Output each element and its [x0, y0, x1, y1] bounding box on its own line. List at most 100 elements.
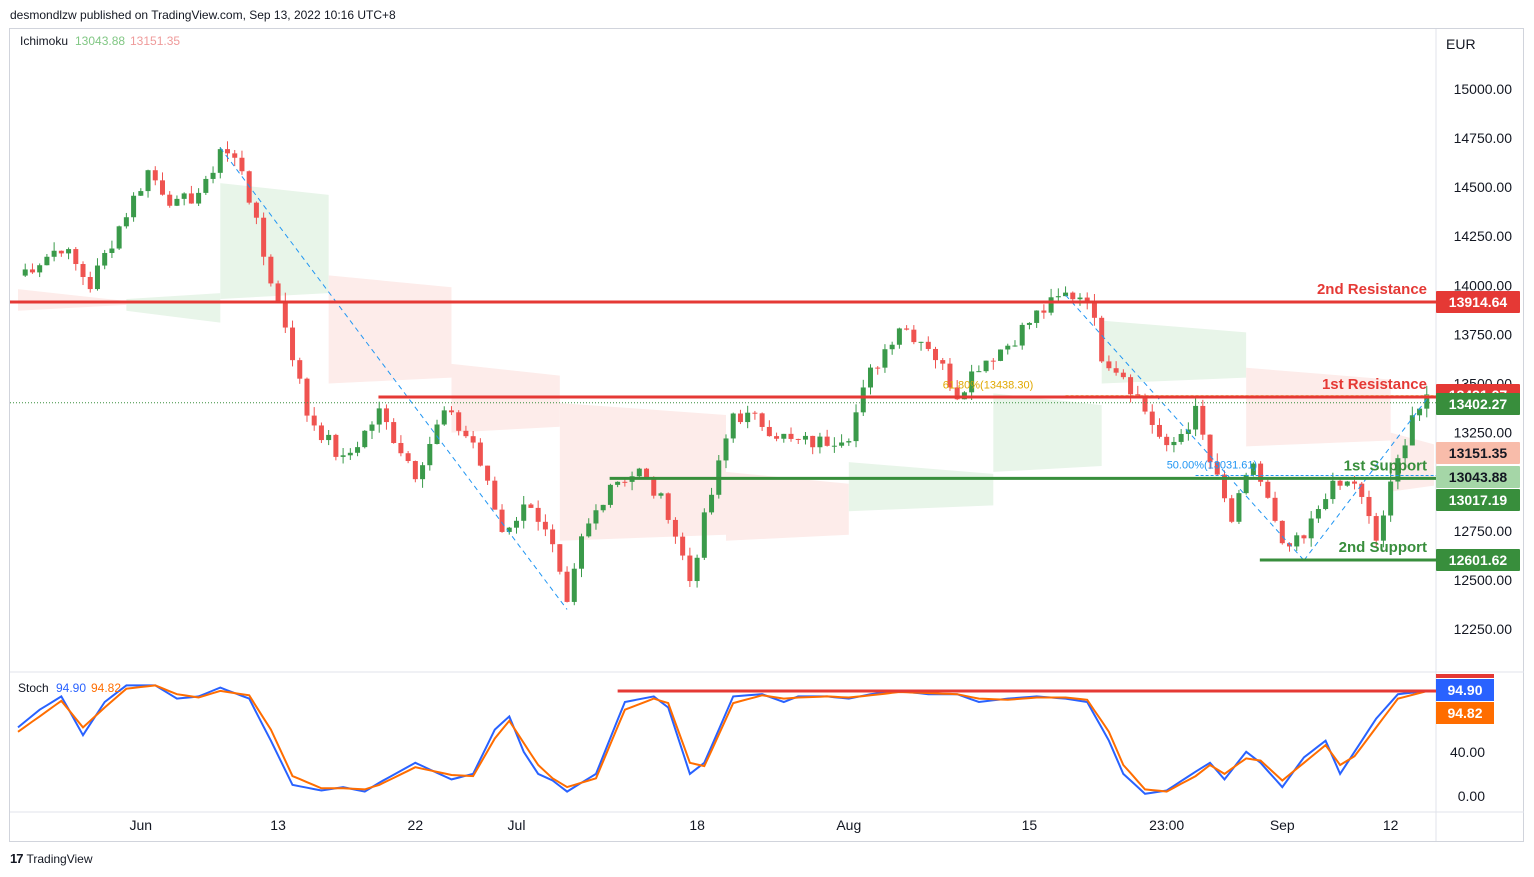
- ichimoku-legend-value-1: 13043.88: [75, 34, 125, 48]
- candle-body: [998, 349, 1004, 361]
- candle-body: [1294, 535, 1300, 547]
- cloud-segment-11: [1390, 432, 1434, 492]
- cloud-tag-1: 13043.88: [1436, 466, 1520, 488]
- tradingview-logo-icon: 17: [10, 851, 24, 866]
- price-tick-label: 12500.00: [1454, 572, 1513, 588]
- cloud-tag-0-text: 13151.35: [1449, 445, 1508, 461]
- candle-body: [94, 265, 100, 290]
- candle-body: [528, 504, 534, 508]
- stoch-k-tag-text: 94.90: [1447, 682, 1482, 698]
- level-tag-2: 13017.19: [1436, 489, 1520, 511]
- candle-body: [138, 191, 144, 196]
- candle-body: [1359, 483, 1365, 497]
- candle-body: [398, 442, 404, 454]
- candle-body: [918, 341, 924, 343]
- candle-body: [1149, 411, 1155, 425]
- candle-body: [268, 256, 274, 284]
- candle-body: [802, 435, 808, 440]
- candle-body: [290, 327, 296, 361]
- candle-body: [1258, 463, 1264, 482]
- candle-body: [1279, 520, 1285, 544]
- candle-body: [369, 424, 375, 431]
- time-tick-label: 13: [270, 817, 286, 833]
- candle-body: [66, 249, 72, 254]
- candle-body: [333, 434, 339, 457]
- candle-body: [1070, 292, 1076, 300]
- candle-body: [1330, 480, 1336, 500]
- candle-body: [326, 434, 332, 441]
- candle-body: [730, 413, 736, 439]
- cloud-tag-0-bg: [1436, 442, 1520, 464]
- candle-body: [1417, 408, 1423, 416]
- candle-body: [709, 494, 715, 513]
- candle-body: [340, 455, 346, 457]
- candle-body: [434, 424, 440, 445]
- price-tick-label: 14750.00: [1454, 130, 1513, 146]
- candle-body: [297, 360, 303, 379]
- candle-body: [846, 441, 852, 443]
- price-tick-label: 12750.00: [1454, 523, 1513, 539]
- candle-body: [1084, 297, 1090, 303]
- candlesticks: [22, 141, 1430, 606]
- tradingview-logo[interactable]: 17 TradingView: [10, 851, 93, 866]
- candle-body: [217, 149, 223, 173]
- candle-body: [253, 202, 259, 218]
- publisher-header: desmondlzw published on TradingView.com,…: [10, 8, 396, 22]
- candle-body: [1091, 302, 1097, 318]
- candle-body: [37, 265, 43, 273]
- candle-body: [1250, 463, 1256, 475]
- candle-body: [759, 413, 765, 427]
- candle-body: [752, 412, 758, 414]
- candle-body: [579, 536, 585, 569]
- candle-body: [1171, 441, 1177, 446]
- candle-body: [1265, 481, 1271, 498]
- candle-body: [1301, 535, 1307, 539]
- candle-body: [644, 468, 650, 478]
- candle-body: [687, 555, 693, 582]
- candle-body: [58, 250, 64, 254]
- trend-line-0: [219, 147, 568, 610]
- axes: 12250.0012500.0012750.0013000.0013250.00…: [130, 81, 1513, 833]
- chart-frame: [9, 28, 1524, 842]
- candle-body: [1402, 445, 1408, 459]
- candle-body: [788, 433, 794, 439]
- cloud-segment-6: [726, 471, 849, 541]
- level-tag-0-text: 13914.64: [1449, 294, 1508, 310]
- candle-body: [1272, 497, 1278, 521]
- candle-body: [1041, 310, 1047, 313]
- candle-body: [694, 557, 700, 582]
- cloud-segment-3: [328, 275, 452, 384]
- tradingview-logo-text: TradingView: [26, 851, 93, 866]
- stoch-series-d: [17, 684, 1428, 793]
- candle-body: [1063, 292, 1069, 297]
- ichimoku-legend-name: Ichimoku: [20, 34, 68, 48]
- candle-body: [376, 408, 382, 425]
- candle-body: [210, 172, 216, 179]
- stoch-axis-marker: [1436, 674, 1494, 678]
- candle-body: [564, 571, 570, 602]
- candle-body: [1034, 310, 1040, 323]
- candle-body: [1026, 322, 1032, 325]
- candle-body: [983, 360, 989, 372]
- level-label-3: 2nd Support: [1339, 539, 1427, 556]
- candle-body: [990, 360, 996, 362]
- candle-body: [875, 367, 881, 369]
- level-label-1: 1st Resistance: [1322, 376, 1427, 393]
- candle-body: [781, 433, 787, 439]
- level-label-2: 1st Support: [1344, 457, 1427, 474]
- fib-label-0: 61.80%(13438.30): [943, 380, 1034, 392]
- candle-body: [87, 277, 93, 290]
- candle-body: [405, 453, 411, 462]
- candle-body: [933, 348, 939, 361]
- candle-body: [737, 413, 743, 423]
- candle-body: [80, 264, 86, 278]
- candle-body: [1308, 518, 1314, 539]
- candle-body: [311, 415, 317, 426]
- candle-body: [1077, 297, 1083, 300]
- level-tag-2-text: 13017.19: [1449, 492, 1508, 508]
- candle-body: [1200, 405, 1206, 435]
- candle-body: [1424, 394, 1430, 409]
- candle-body: [817, 436, 823, 448]
- candle-body: [29, 269, 35, 273]
